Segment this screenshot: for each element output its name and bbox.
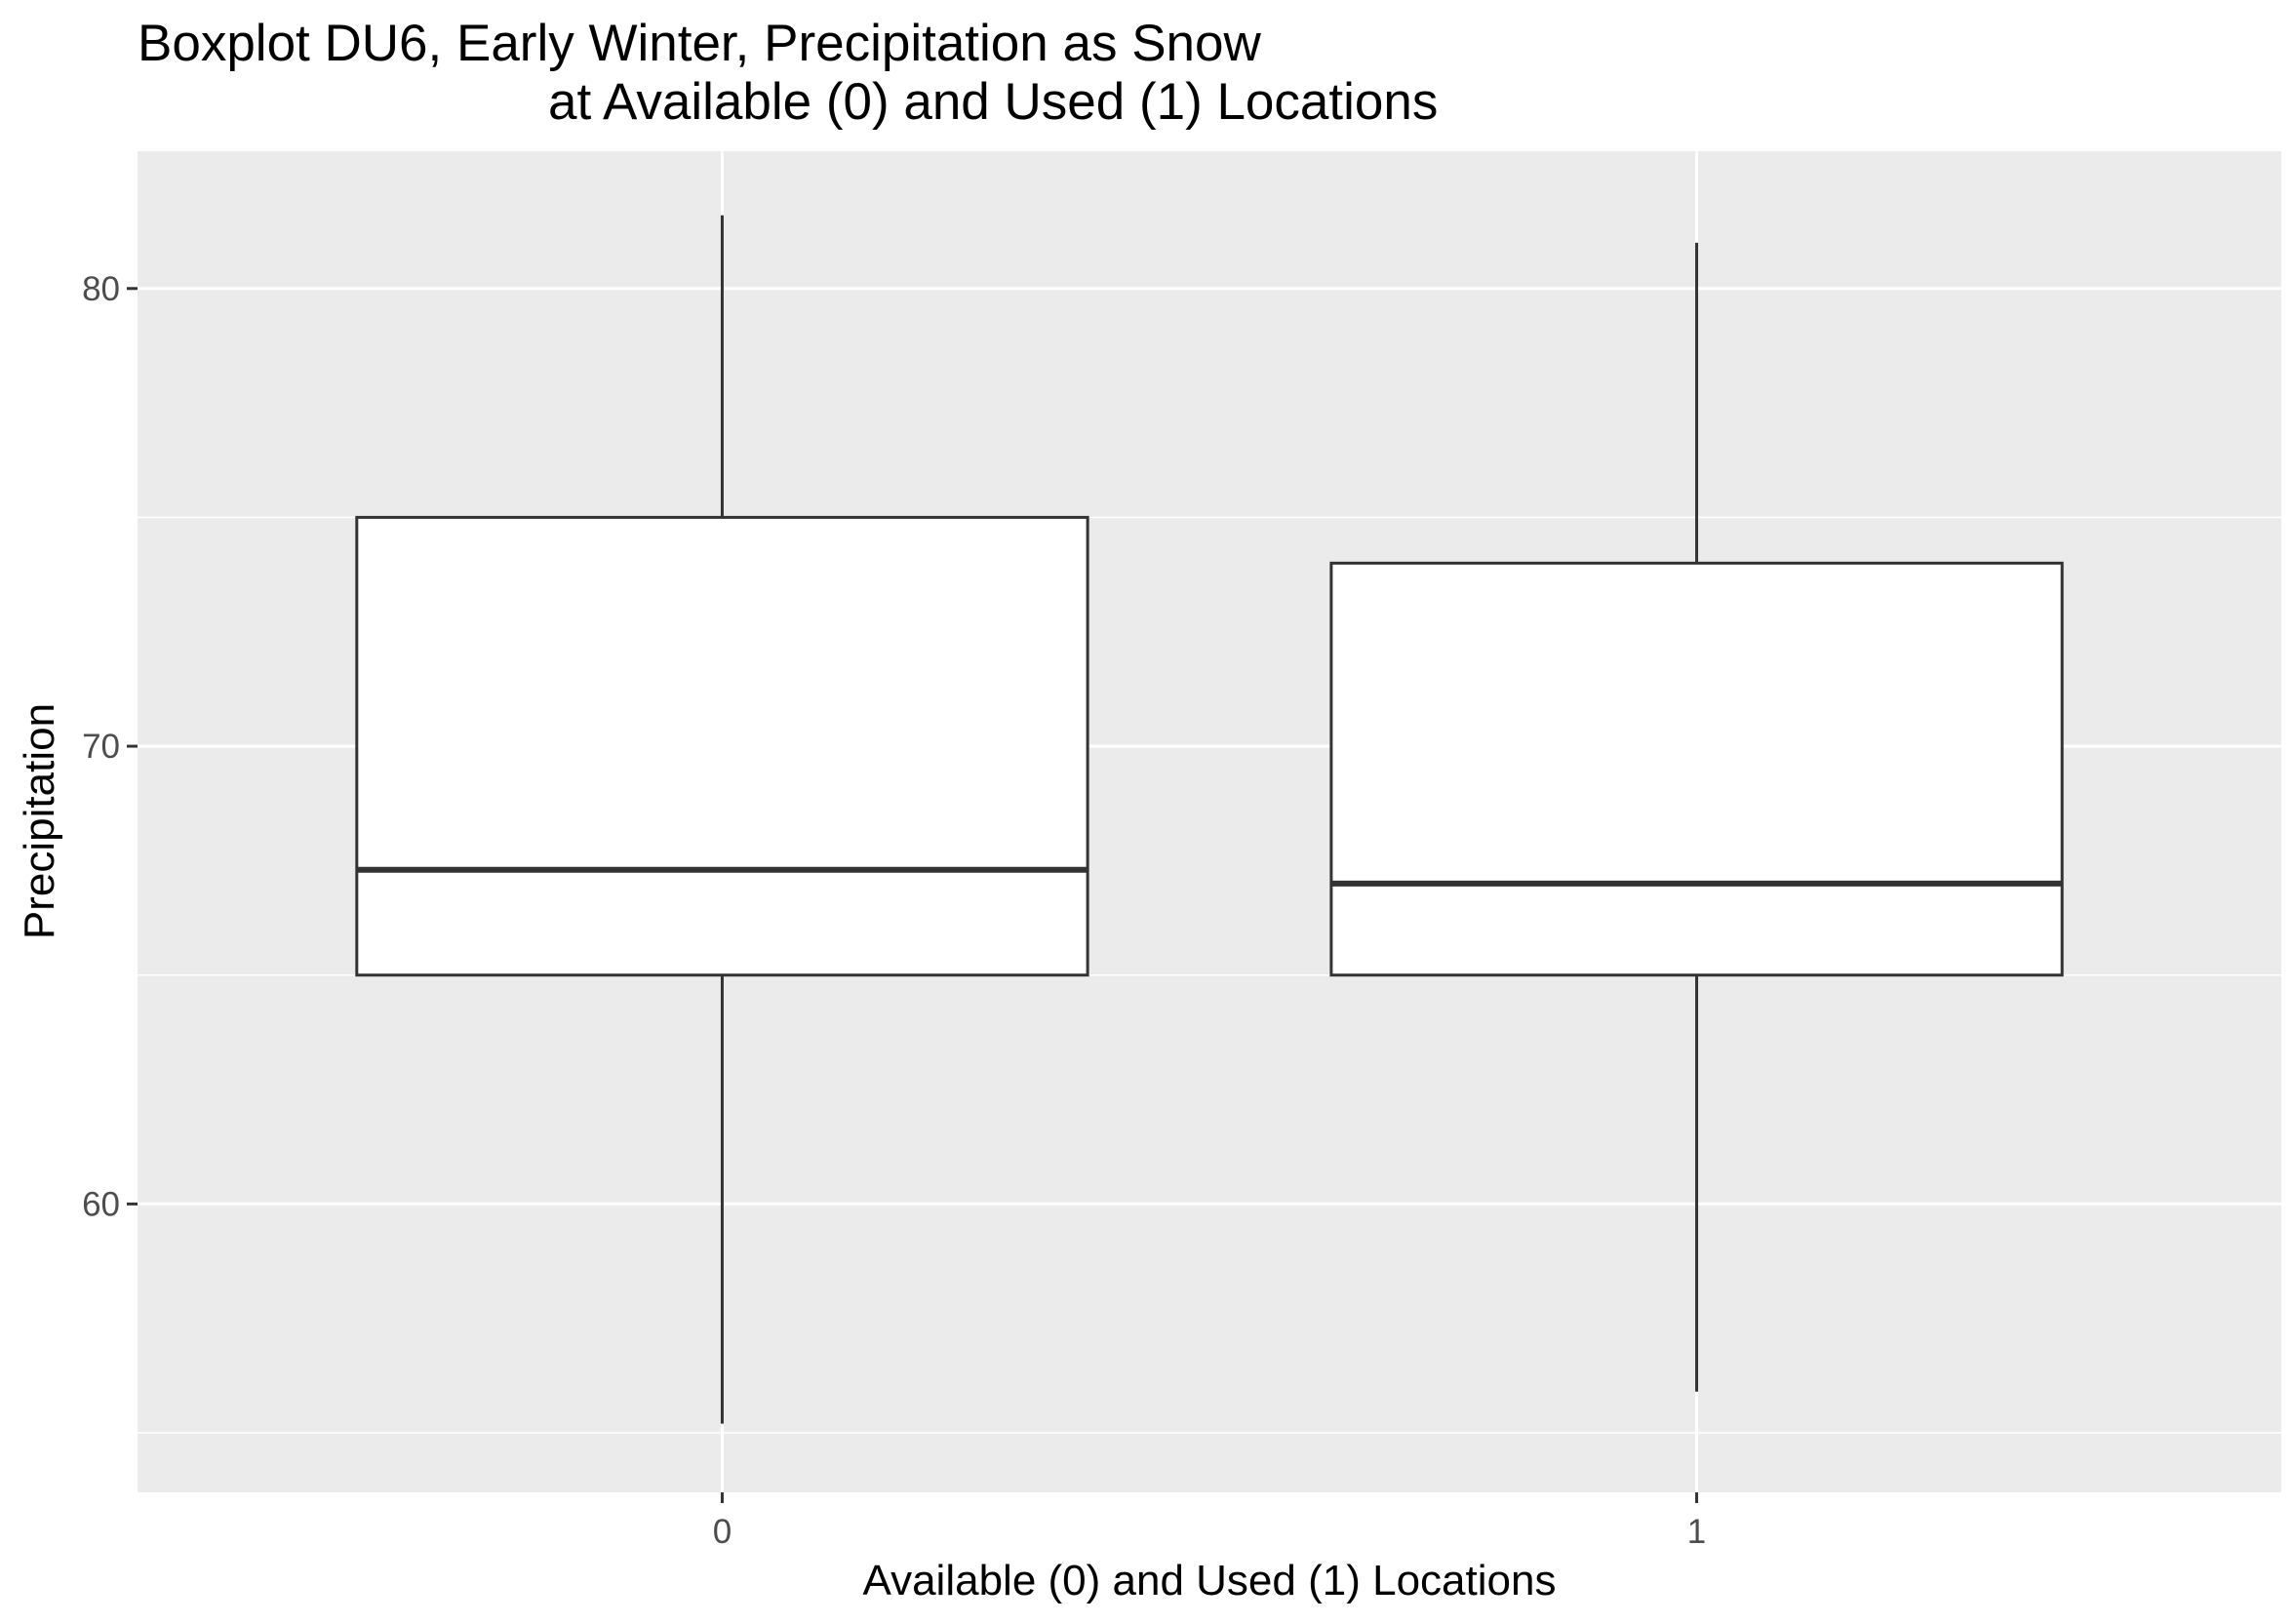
- box-series: [355, 215, 2064, 1424]
- chart-title: Boxplot DU6, Early Winter, Precipitation…: [138, 15, 1261, 72]
- chart-title-line2: at Available (0) and Used (1) Locations: [548, 73, 1438, 131]
- y-axis-title: Precipitation: [16, 703, 63, 939]
- x-tick-label: 0: [713, 1513, 732, 1551]
- box-iqr: [1329, 561, 2064, 977]
- box-iqr: [355, 515, 1089, 977]
- y-tick-label: 80: [82, 270, 120, 308]
- box-1: [1329, 242, 2064, 1392]
- box-0: [355, 215, 1089, 1424]
- y-tick-label: 70: [82, 728, 120, 766]
- x-tick-label: 1: [1687, 1513, 1706, 1551]
- y-axis: 60 70 80: [82, 270, 138, 1223]
- y-tick-label: 60: [82, 1185, 120, 1223]
- x-axis-title: Available (0) and Used (1) Locations: [863, 1557, 1557, 1604]
